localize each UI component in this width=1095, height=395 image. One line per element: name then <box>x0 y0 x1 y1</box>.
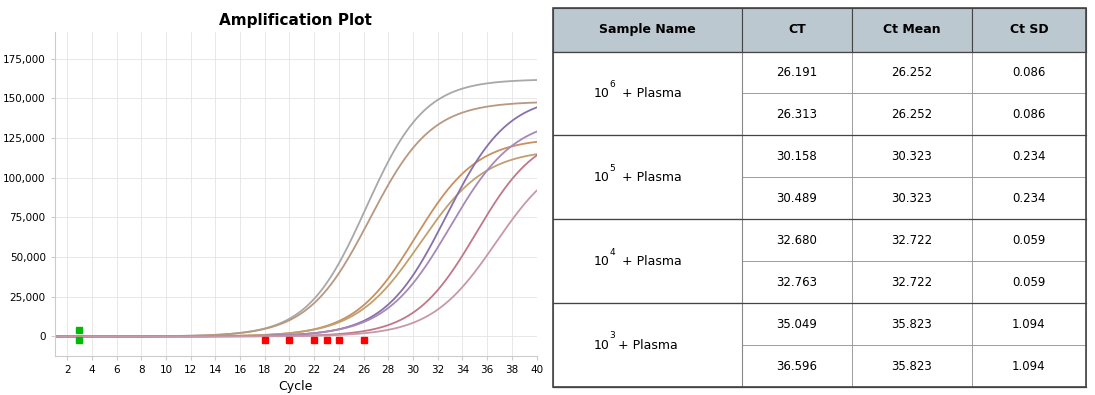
Text: 0.059: 0.059 <box>1012 276 1046 289</box>
Text: 1.094: 1.094 <box>1012 359 1046 372</box>
Text: CT: CT <box>788 23 806 36</box>
Bar <box>742 261 852 303</box>
Bar <box>971 261 1086 303</box>
Text: 26.252: 26.252 <box>891 108 932 121</box>
Text: 1.094: 1.094 <box>1012 318 1046 331</box>
Bar <box>742 135 852 177</box>
Bar <box>553 219 742 261</box>
Bar <box>553 177 742 219</box>
Bar <box>553 261 742 303</box>
Bar <box>742 345 852 387</box>
Text: 32.763: 32.763 <box>776 276 818 289</box>
Bar <box>852 261 971 303</box>
Text: 6: 6 <box>610 80 615 89</box>
Text: Sample Name: Sample Name <box>599 23 696 36</box>
Bar <box>971 345 1086 387</box>
Bar <box>971 177 1086 219</box>
Text: 10: 10 <box>593 255 610 268</box>
Text: + Plasma: + Plasma <box>613 87 681 100</box>
Bar <box>852 135 971 177</box>
Text: Ct Mean: Ct Mean <box>883 23 941 36</box>
Bar <box>852 177 971 219</box>
Text: 10: 10 <box>593 171 610 184</box>
Bar <box>742 51 852 94</box>
Text: 10: 10 <box>593 87 610 100</box>
Bar <box>852 8 971 51</box>
Bar <box>742 219 852 261</box>
Bar <box>742 177 852 219</box>
Text: 30.323: 30.323 <box>891 192 932 205</box>
Bar <box>553 8 742 51</box>
Bar <box>971 135 1086 177</box>
Text: 3: 3 <box>610 331 615 340</box>
Text: 35.049: 35.049 <box>776 318 817 331</box>
Text: + Plasma: + Plasma <box>613 339 678 352</box>
Text: 32.722: 32.722 <box>891 276 932 289</box>
Bar <box>971 51 1086 94</box>
Text: 0.234: 0.234 <box>1012 150 1046 163</box>
Bar <box>852 345 971 387</box>
Bar <box>971 94 1086 135</box>
Text: 35.823: 35.823 <box>891 359 932 372</box>
Text: 10: 10 <box>593 339 610 352</box>
Bar <box>553 303 742 345</box>
Bar <box>553 345 742 387</box>
Bar <box>852 51 971 94</box>
Text: 32.722: 32.722 <box>891 234 932 247</box>
Bar <box>852 303 971 345</box>
Text: 26.313: 26.313 <box>776 108 818 121</box>
Text: 36.596: 36.596 <box>776 359 818 372</box>
Text: 26.191: 26.191 <box>776 66 818 79</box>
Bar <box>553 51 742 135</box>
Text: + Plasma: + Plasma <box>613 171 681 184</box>
Text: 0.086: 0.086 <box>1012 108 1046 121</box>
Bar <box>553 51 742 94</box>
Text: 0.234: 0.234 <box>1012 192 1046 205</box>
Bar <box>553 135 742 177</box>
Bar <box>553 219 742 303</box>
X-axis label: Cycle: Cycle <box>278 380 313 393</box>
Bar <box>971 8 1086 51</box>
Bar <box>852 94 971 135</box>
Bar <box>553 94 742 135</box>
Bar <box>742 8 852 51</box>
Text: 5: 5 <box>610 164 615 173</box>
Text: 0.086: 0.086 <box>1012 66 1046 79</box>
Text: 32.680: 32.680 <box>776 234 817 247</box>
Text: 0.059: 0.059 <box>1012 234 1046 247</box>
Bar <box>971 303 1086 345</box>
Text: Ct SD: Ct SD <box>1010 23 1048 36</box>
Title: Amplification Plot: Amplification Plot <box>219 13 372 28</box>
Bar <box>742 94 852 135</box>
Bar <box>553 135 742 219</box>
Text: 30.489: 30.489 <box>776 192 817 205</box>
Bar <box>742 303 852 345</box>
Text: 4: 4 <box>610 248 615 256</box>
Bar <box>553 303 742 387</box>
Text: + Plasma: + Plasma <box>613 255 681 268</box>
Text: 30.323: 30.323 <box>891 150 932 163</box>
Text: 30.158: 30.158 <box>776 150 817 163</box>
Text: 26.252: 26.252 <box>891 66 932 79</box>
Bar <box>852 219 971 261</box>
Text: 35.823: 35.823 <box>891 318 932 331</box>
Bar <box>971 219 1086 261</box>
